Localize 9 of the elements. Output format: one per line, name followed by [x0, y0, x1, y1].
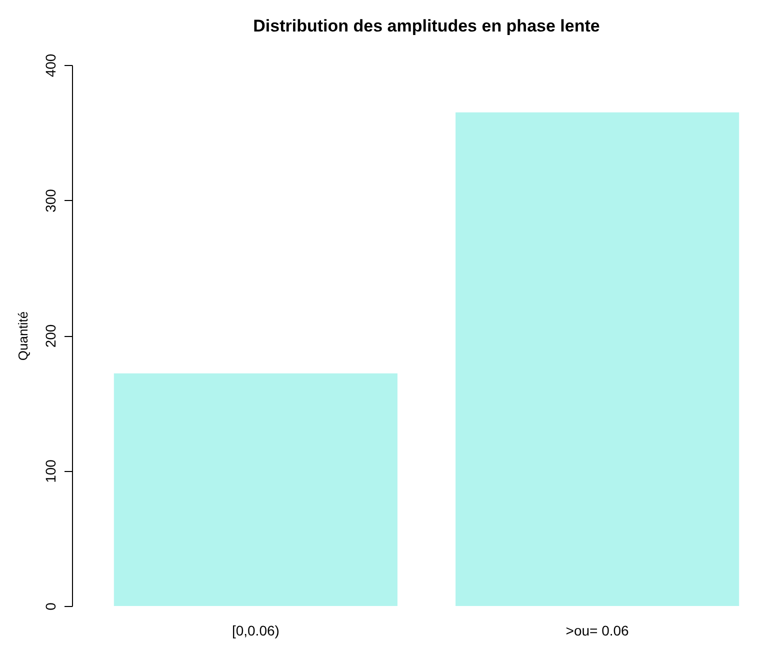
x-tick-label: >ou= 0.06 — [566, 622, 630, 638]
x-tick-label: [0,0.06) — [232, 622, 280, 638]
y-tick-label: 400 — [42, 54, 58, 78]
y-tick-label: 300 — [42, 188, 58, 212]
y-tick-label: 200 — [42, 324, 58, 348]
y-tick-label: 0 — [42, 602, 58, 610]
y-axis-title: Quantité — [16, 311, 30, 361]
chart-title: Distribution des amplitudes en phase lente — [253, 16, 600, 36]
y-tick-label: 100 — [42, 459, 58, 483]
